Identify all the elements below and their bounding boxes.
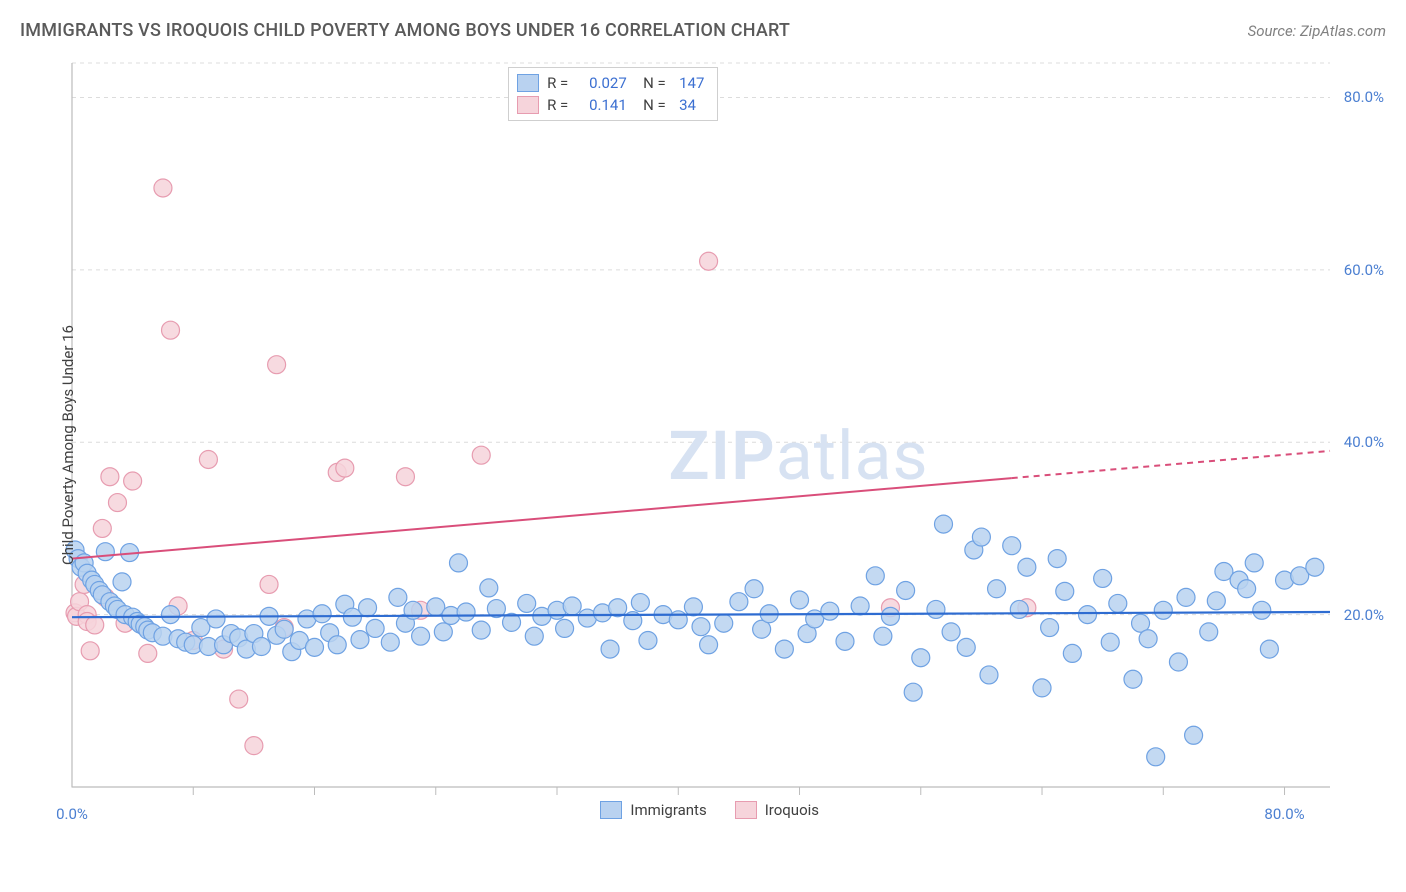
y-tick-label: 80.0% [1344,88,1384,106]
y-axis-label: Child Poverty Among Boys Under 16 [59,325,77,565]
legend-n-label: N = [643,72,671,94]
bottom-legend-swatch [735,801,757,819]
watermark-zip: ZIP [668,416,775,496]
source-text: Source: ZipAtlas.com [1248,22,1386,40]
chart-title: IMMIGRANTS VS IROQUOIS CHILD POVERTY AMO… [20,20,790,41]
bottom-legend-swatch [600,801,622,819]
legend-top: R = 0.027 N = 147 R = 0.141 N = 34 [508,67,718,121]
bottom-legend: Immigrants Iroquois [600,801,819,819]
bottom-legend-item: Iroquois [735,801,819,819]
legend-r-value: 0.027 [589,72,635,94]
legend-swatch [517,96,539,114]
page-root: IMMIGRANTS VS IROQUOIS CHILD POVERTY AMO… [0,0,1406,892]
legend-n-value: 34 [679,94,707,116]
watermark: ZIPatlas [668,416,928,496]
legend-r-value: 0.141 [589,94,635,116]
chart-plot: Child Poverty Among Boys Under 16 ZIPatl… [50,55,1390,835]
legend-swatch [517,74,539,92]
y-tick-label: 20.0% [1344,606,1384,624]
bottom-legend-item: Immigrants [600,801,706,819]
legend-n-label: N = [643,94,671,116]
watermark-atlas: atlas [776,416,929,496]
bottom-legend-label: Immigrants [630,801,706,819]
x-tick-label: 80.0% [1264,805,1304,823]
legend-row: R = 0.027 N = 147 [517,72,707,94]
y-tick-label: 40.0% [1344,433,1384,451]
y-tick-label: 60.0% [1344,261,1384,279]
legend-n-value: 147 [679,72,707,94]
x-tick-label: 0.0% [56,805,88,823]
legend-r-label: R = [547,72,581,94]
legend-row: R = 0.141 N = 34 [517,94,707,116]
bottom-legend-label: Iroquois [765,801,819,819]
legend-r-label: R = [547,94,581,116]
